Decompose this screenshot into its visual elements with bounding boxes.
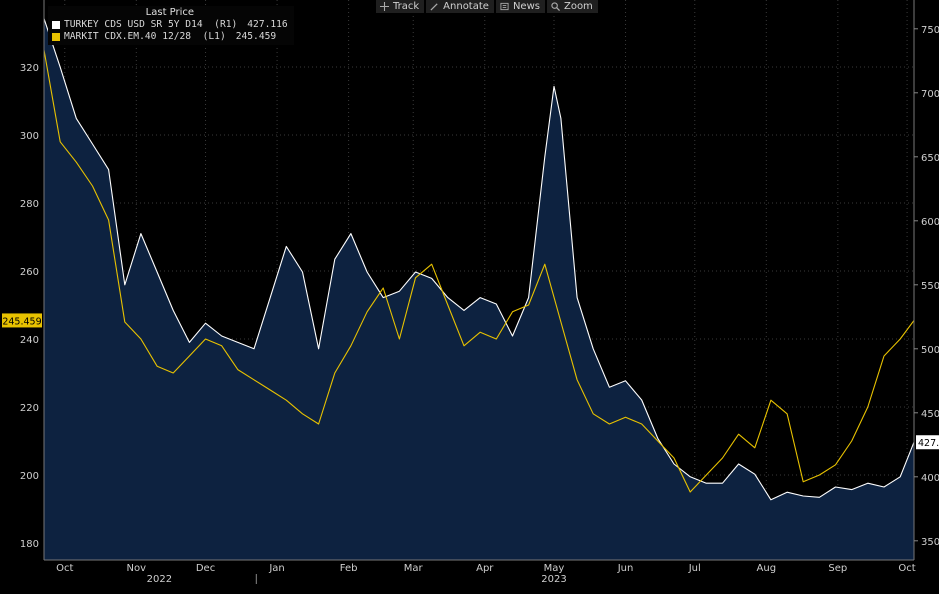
legend-value-turkey: 427.116 — [247, 19, 288, 30]
legend-swatch-yellow — [52, 33, 60, 41]
month-label: Jan — [268, 563, 284, 574]
left-tick-label: 280 — [20, 199, 39, 210]
chart-legend: Last Price TURKEY CDS USD SR 5Y D14 (R1)… — [48, 6, 294, 45]
left-tick-label: 180 — [20, 539, 39, 550]
turkey-cds-area — [44, 18, 914, 561]
left-tick-label: 320 — [20, 63, 39, 74]
legend-item-turkey[interactable]: TURKEY CDS USD SR 5Y D14 (R1) 427.116 — [52, 19, 288, 31]
legend-value-cdx: 245.459 — [235, 31, 277, 42]
left-tick-label: 220 — [20, 403, 39, 414]
right-tick-label: 350 — [921, 537, 939, 548]
left-last-value-marker — [2, 313, 42, 328]
legend-label-cdx: MARKIT CDX.EM.40 12/28 (L1) — [64, 31, 226, 42]
right-tick-label: 650 — [921, 153, 939, 164]
legend-header: Last Price — [145, 7, 195, 18]
legend-item-cdx[interactable]: MARKIT CDX.EM.40 12/28 (L1) 245.459 — [52, 31, 288, 43]
month-label: Jul — [688, 563, 701, 574]
cdx-em-line — [43, 49, 915, 493]
series-lines-layer — [43, 18, 915, 501]
right-tick-label: 750 — [921, 25, 939, 36]
crosshair-icon — [380, 2, 389, 11]
legend-swatch-white — [52, 21, 60, 29]
right-last-value-label: 427.116 — [918, 438, 939, 449]
month-label: Sep — [828, 563, 847, 574]
month-label: Feb — [340, 563, 358, 574]
right-last-value-marker — [916, 435, 939, 450]
right-tick-label: 600 — [921, 217, 939, 228]
annotate-button[interactable]: Annotate — [426, 0, 494, 13]
month-label: Oct — [56, 563, 73, 574]
chart-toolbar: Track Annotate News Zoom — [376, 0, 598, 13]
right-tick-label: 550 — [921, 281, 939, 292]
month-label: Dec — [196, 563, 215, 574]
left-last-value-label: 245.459 — [2, 316, 41, 327]
right-tick-label: 400 — [921, 473, 939, 484]
news-icon — [500, 2, 509, 11]
left-tick-label: 200 — [20, 471, 39, 482]
right-tick-label: 450 — [921, 409, 939, 420]
left-tick-label: 260 — [20, 267, 39, 278]
news-label: News — [512, 1, 540, 12]
track-button[interactable]: Track — [376, 0, 425, 13]
month-label: Jun — [617, 563, 634, 574]
turkey-cds-area-layer — [44, 18, 914, 561]
month-label: May — [544, 563, 565, 574]
right-tick-label: 500 — [921, 345, 939, 356]
year-label: 2023 — [541, 574, 566, 585]
month-label: Apr — [476, 563, 494, 574]
turkey-cds-line — [43, 18, 915, 501]
left-tick-label: 300 — [20, 131, 39, 142]
left-tick-label: 240 — [20, 335, 39, 346]
month-label: Oct — [898, 563, 915, 574]
news-button[interactable]: News — [495, 0, 545, 13]
year-label: 2022 — [147, 574, 172, 585]
pencil-icon — [430, 3, 438, 11]
annotate-label: Annotate — [443, 1, 489, 12]
month-label: Aug — [757, 563, 777, 574]
right-tick-label: 700 — [921, 89, 939, 100]
zoom-label: Zoom — [563, 1, 593, 12]
month-label: Nov — [127, 563, 147, 574]
legend-label-turkey: TURKEY CDS USD SR 5Y D14 (R1) — [64, 19, 238, 30]
magnifier-icon — [551, 2, 560, 11]
zoom-button[interactable]: Zoom — [546, 0, 598, 13]
track-label: Track — [393, 1, 420, 12]
month-label: Mar — [404, 563, 424, 574]
